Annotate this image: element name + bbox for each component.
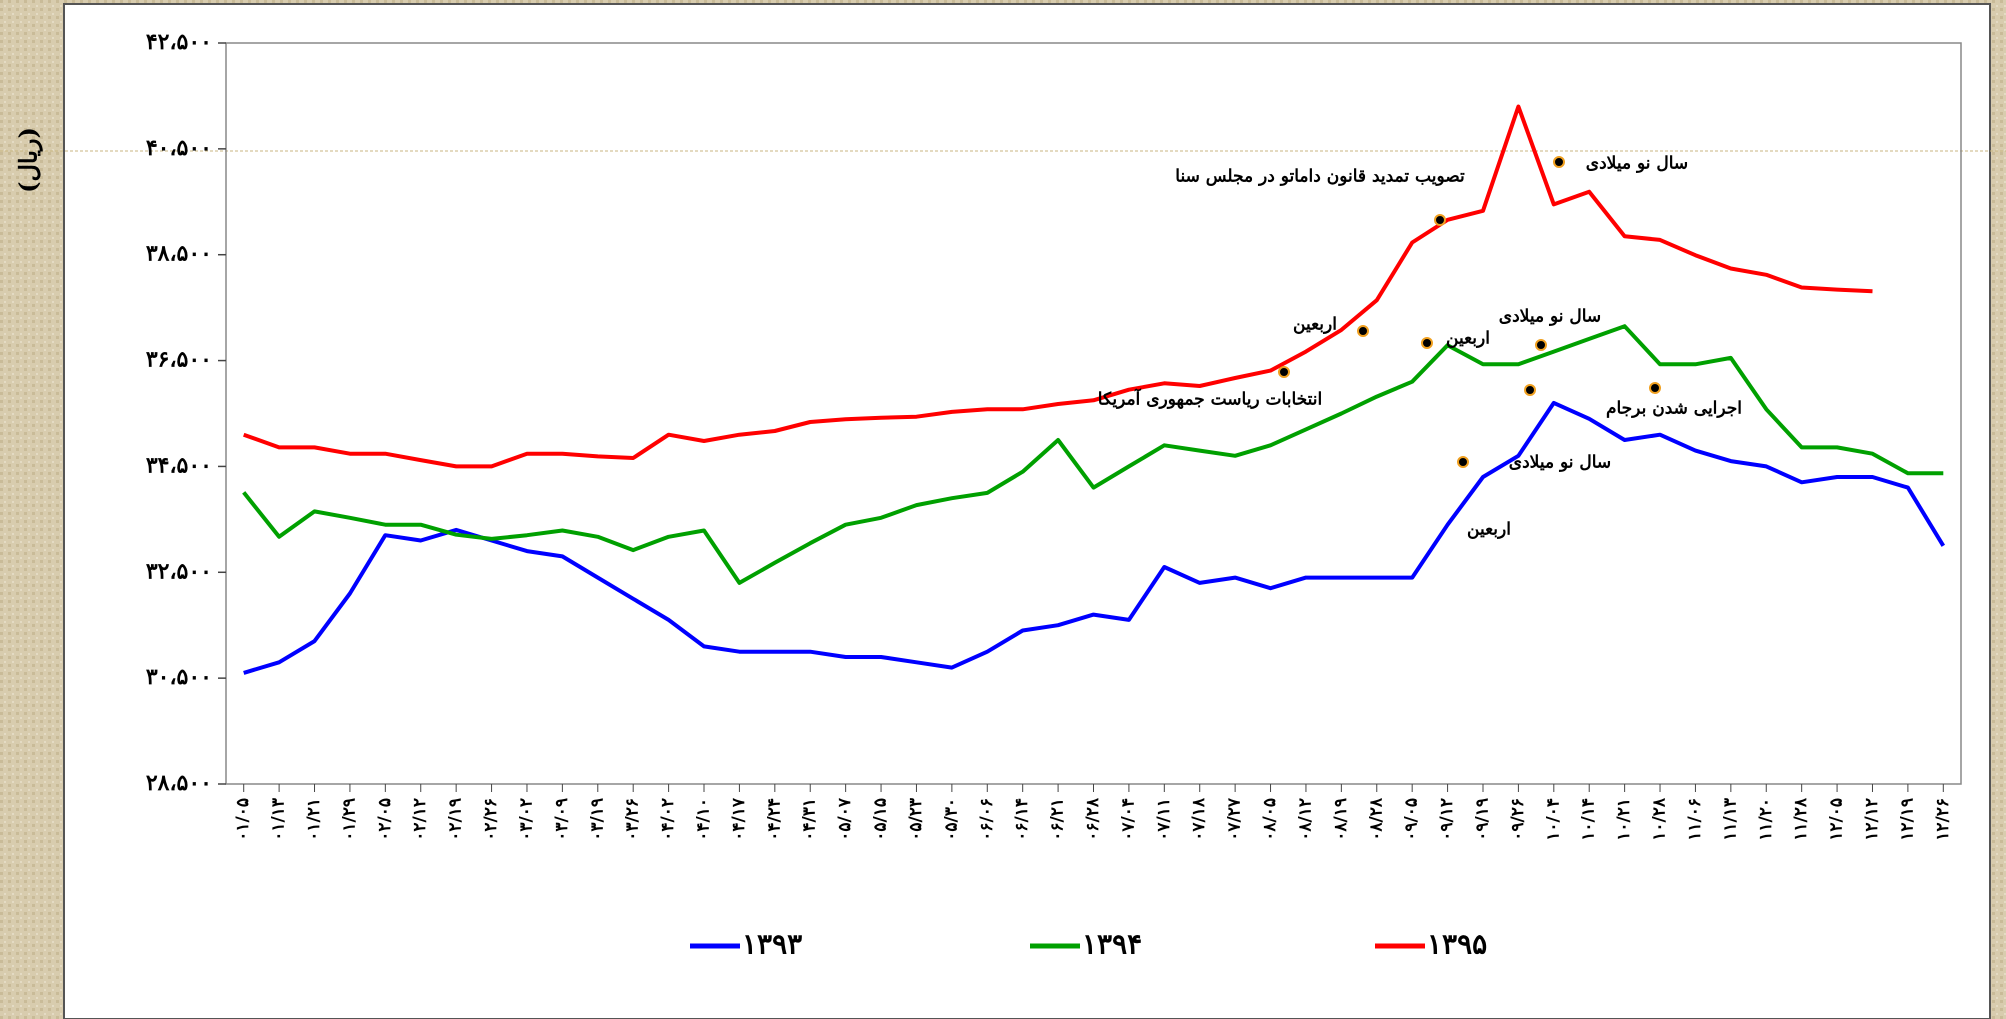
- x-tick-label: ۰۱/۰۵: [233, 798, 253, 841]
- x-tick-label: ۱۰/۱۴: [1579, 798, 1599, 841]
- x-tick-label: ۰۹/۱۲: [1437, 798, 1457, 841]
- x-tick-label: ۱۱/۰۶: [1685, 798, 1705, 841]
- annotation-dot: [1434, 214, 1446, 226]
- x-tick-label: ۱۰/۲۱: [1614, 798, 1634, 841]
- x-tick-label: ۰۶/۰۶: [977, 798, 997, 841]
- x-tick-label: ۰۴/۳۱: [800, 798, 820, 841]
- x-tick-label: ۰۷/۰۴: [1118, 798, 1138, 841]
- annotation-dot: [1457, 456, 1469, 468]
- series-line: [242, 324, 1944, 585]
- x-tick-label: ۱۰/۲۸: [1650, 797, 1670, 841]
- x-tick-label: ۱۲/۲۶: [1933, 798, 1953, 841]
- annotation: تصویب تمدید قانون داماتو در مجلس سنا: [1175, 167, 1465, 187]
- annotation-dot: [1535, 339, 1547, 351]
- x-tick-label: ۰۲/۱۲: [410, 798, 430, 841]
- x-tick-label: ۱۱/۲۸: [1791, 797, 1811, 841]
- annotation-dot: [1524, 384, 1536, 396]
- annotation: سال نو میلادی: [1499, 307, 1601, 327]
- annotation: سال نو میلادی: [1586, 154, 1688, 174]
- x-tick-label: ۰۳/۰۲: [516, 798, 536, 841]
- x-tick-label: ۰۴/۱۷: [729, 797, 749, 841]
- legend-label: ۱۳۹۴: [1082, 928, 1142, 961]
- annotation: اجرایی شدن برجام: [1606, 399, 1742, 419]
- y-tick-label: ۳۸،۵۰۰: [146, 241, 212, 267]
- x-tick-label: ۱۲/۱۹: [1897, 798, 1917, 841]
- chart-area: [63, 3, 1991, 1019]
- x-tick-label: ۰۲/۰۵: [375, 798, 395, 841]
- x-tick-label: ۰۸/۱۲: [1295, 798, 1315, 841]
- x-tick-label: ۰۴/۰۲: [658, 798, 678, 841]
- y-tick-label: ۳۶،۵۰۰: [146, 347, 212, 373]
- x-tick-label: ۰۲/۲۶: [481, 798, 501, 841]
- annotation: اربعین: [1467, 520, 1511, 540]
- x-tick-label: ۰۵/۳۰: [941, 798, 961, 841]
- y-tick-label: ۲۸،۵۰۰: [146, 770, 212, 796]
- y-tick-label: ۴۲،۵۰۰: [146, 29, 212, 55]
- x-tick-label: ۰۴/۱۰: [694, 798, 714, 841]
- annotation: سال نو میلادی: [1509, 453, 1611, 473]
- y-tick-label: ۳۴،۵۰۰: [146, 452, 212, 478]
- x-tick-label: ۱۱/۲۰: [1756, 798, 1776, 841]
- legend-label: ۱۳۹۳: [742, 928, 802, 961]
- x-tick-label: ۰۹/۲۶: [1508, 798, 1528, 841]
- annotation-dot: [1649, 382, 1661, 394]
- y-axis-label: (ریال): [14, 127, 44, 193]
- x-tick-label: ۰۷/۱۱: [1154, 798, 1174, 841]
- x-tick-label: ۰۸/۰۵: [1260, 798, 1280, 841]
- x-tick-label: ۱۲/۱۲: [1862, 798, 1882, 841]
- legend-label: ۱۳۹۵: [1427, 928, 1487, 961]
- series-line: [243, 400, 1946, 675]
- x-tick-label: ۰۹/۰۵: [1402, 798, 1422, 841]
- annotation-dot: [1553, 156, 1565, 168]
- annotation-dot: [1421, 337, 1433, 349]
- x-tick-label: ۰۵/۰۷: [835, 797, 855, 841]
- x-tick-label: ۱۱/۱۳: [1720, 798, 1740, 841]
- x-tick-label: ۰۷/۲۷: [1225, 797, 1245, 841]
- x-tick-label: ۰۳/۲۶: [623, 798, 643, 841]
- x-tick-label: ۰۱/۱۳: [269, 798, 289, 841]
- y-tick-label: ۳۲،۵۰۰: [146, 558, 212, 584]
- x-tick-label: ۰۳/۰۹: [552, 798, 572, 841]
- x-tick-label: ۰۸/۲۸: [1366, 797, 1386, 841]
- y-tick-label: ۳۰،۵۰۰: [146, 664, 212, 690]
- y-tick-label: ۴۰،۵۰۰: [146, 135, 212, 161]
- annotation-dot: [1278, 366, 1290, 378]
- x-tick-label: ۱۲/۰۵: [1827, 798, 1847, 841]
- annotation: اربعین: [1446, 329, 1490, 349]
- x-tick-label: ۰۳/۱۹: [587, 798, 607, 841]
- x-tick-label: ۰۲/۱۹: [446, 798, 466, 841]
- annotation: اربعین: [1293, 315, 1337, 335]
- x-tick-label: ۰۹/۱۹: [1472, 798, 1492, 841]
- x-tick-label: ۰۶/۲۱: [1048, 798, 1068, 841]
- x-tick-label: ۰۶/۲۸: [1083, 797, 1103, 841]
- x-tick-label: ۰۸/۱۹: [1331, 798, 1351, 841]
- x-tick-label: ۰۴/۲۴: [764, 798, 784, 841]
- annotation-dot: [1357, 325, 1369, 337]
- x-tick-label: ۰۷/۱۸: [1189, 797, 1209, 841]
- series-line: [243, 104, 1873, 469]
- x-tick-label: ۰۵/۲۳: [906, 798, 926, 841]
- x-tick-label: ۰۱/۲۱: [304, 798, 324, 841]
- x-tick-label: ۰۵/۱۵: [871, 798, 891, 841]
- x-tick-label: ۰۱/۲۹: [339, 798, 359, 841]
- x-tick-label: ۰۶/۱۴: [1012, 798, 1032, 841]
- annotation: انتخابات ریاست جمهوری آمریکا: [1098, 388, 1322, 410]
- x-tick-label: ۱۰/۰۴: [1543, 798, 1563, 841]
